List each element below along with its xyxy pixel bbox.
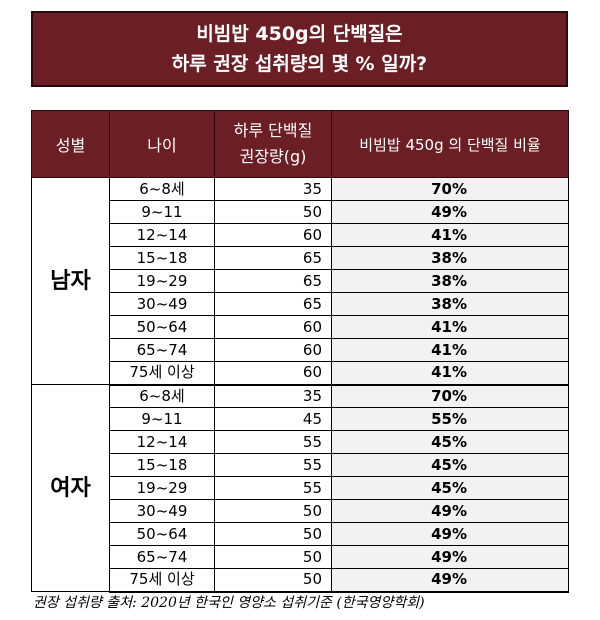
table-row: 30~49 65 38% [32,292,569,316]
sex-cell: 남자 [31,177,110,385]
pct-cell: 49% [331,499,569,523]
pct-cell: 49% [331,200,569,224]
table-row: 15~18 55 45% [32,453,569,477]
pct-cell: 45% [331,453,569,477]
pct-cell: 70% [331,384,569,408]
table-body: 남자 6~8세 35 70% 9~11 50 49% 12~14 60 41% 15~18 65 38%… [31,177,569,593]
table-row: 9~11 45 55% [32,407,569,431]
amount-cell: 35 [214,384,332,408]
title-banner: 비빔밥 450g의 단백질은 하루 권장 섭취량의 몇 % 일까? [31,11,568,87]
pct-cell: 45% [331,430,569,454]
pct-cell: 41% [331,361,569,386]
amount-cell: 65 [214,269,332,293]
pct-cell: 38% [331,246,569,270]
age-cell: 30~49 [109,499,215,523]
amount-cell: 50 [214,522,332,546]
pct-cell: 49% [331,568,569,593]
age-cell: 15~18 [109,453,215,477]
pct-cell: 41% [331,315,569,339]
amount-cell: 60 [214,223,332,247]
amount-cell: 50 [214,499,332,523]
pct-cell: 55% [331,407,569,431]
header-sex: 성별 [31,110,110,178]
header-pct: 비빔밥 450g 의 단백질 비율 [331,110,569,178]
table-row: 65~74 50 49% [32,545,569,569]
age-cell: 65~74 [109,545,215,569]
table-row: 65~74 60 41% [32,338,569,362]
source-note: 권장 섭취량 출처: 2020년 한국인 영양소 섭취기준 (한국영양학회) [33,595,425,611]
table-row: 여자 6~8세 35 70% [31,384,569,592]
amount-cell: 45 [214,407,332,431]
header-age: 나이 [109,110,215,178]
table-row: 12~14 60 41% [32,223,569,247]
amount-cell: 50 [214,200,332,224]
age-cell: 50~64 [109,315,215,339]
table-row: 75세 이상 60 41% [32,361,569,386]
age-cell: 9~11 [109,200,215,224]
protein-table: 성별 나이 하루 단백질 권장량(g) 비빔밥 450g 의 단백질 비율 남자… [31,110,569,593]
age-cell: 12~14 [109,430,215,454]
amount-cell: 60 [214,361,332,386]
table-row: 9~11 50 49% [32,200,569,224]
age-cell: 12~14 [109,223,215,247]
age-cell: 19~29 [109,476,215,500]
age-cell: 6~8세 [109,177,215,201]
table-row: 50~64 60 41% [32,315,569,339]
age-cell: 50~64 [109,522,215,546]
pct-cell: 45% [331,476,569,500]
amount-cell: 55 [214,476,332,500]
age-cell: 65~74 [109,338,215,362]
table-row: 15~18 65 38% [32,246,569,270]
amount-cell: 60 [214,315,332,339]
table-header-row: 성별 나이 하루 단백질 권장량(g) 비빔밥 450g 의 단백질 비율 [31,110,569,178]
pct-cell: 49% [331,545,569,569]
table-row: 19~29 55 45% [32,476,569,500]
sex-cell: 여자 [31,384,110,592]
title-line-2: 하루 권장 섭취량의 몇 % 일까? [171,53,428,75]
table-row: 75세 이상 50 49% [32,568,569,593]
title-line-1: 비빔밥 450g의 단백질은 [196,23,403,45]
age-cell: 75세 이상 [109,361,215,386]
amount-cell: 65 [214,292,332,316]
table-row: 19~29 65 38% [32,269,569,293]
age-cell: 30~49 [109,292,215,316]
table-row: 30~49 50 49% [32,499,569,523]
amount-cell: 55 [214,430,332,454]
age-cell: 75세 이상 [109,568,215,593]
age-cell: 19~29 [109,269,215,293]
table-row: 12~14 55 45% [32,430,569,454]
amount-cell: 65 [214,246,332,270]
amount-cell: 50 [214,568,332,593]
amount-cell: 35 [214,177,332,201]
age-cell: 9~11 [109,407,215,431]
amount-cell: 60 [214,338,332,362]
header-amount: 하루 단백질 권장량(g) [214,110,332,178]
pct-cell: 49% [331,522,569,546]
table-row: 남자 6~8세 35 70% [31,177,569,385]
pct-cell: 41% [331,338,569,362]
age-cell: 15~18 [109,246,215,270]
pct-cell: 38% [331,292,569,316]
amount-cell: 55 [214,453,332,477]
header-amount-line-2: 권장량(g) [239,147,307,166]
pct-cell: 38% [331,269,569,293]
pct-cell: 70% [331,177,569,201]
age-cell: 6~8세 [109,384,215,408]
header-amount-line-1: 하루 단백질 [233,121,313,140]
table-row: 50~64 50 49% [32,522,569,546]
pct-cell: 41% [331,223,569,247]
amount-cell: 50 [214,545,332,569]
